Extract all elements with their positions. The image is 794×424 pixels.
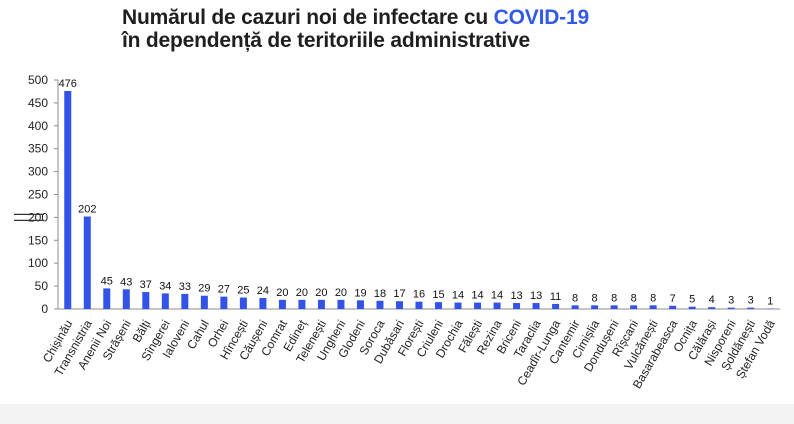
title-line-2: în dependență de teritoriile administrat…: [122, 29, 530, 52]
y-tick-label: 200: [28, 210, 48, 224]
bar: [161, 293, 169, 309]
bar-value-label: 20: [315, 287, 327, 299]
bar: [532, 303, 540, 309]
bar-value-label: 17: [393, 288, 405, 300]
y-tick-label: 100: [28, 256, 48, 270]
bar: [220, 296, 228, 309]
bar-value-label: 18: [374, 288, 386, 300]
bar-value-label: 11: [550, 291, 561, 303]
title-line-1: Numărul de cazuri noi de infectare cu CO…: [122, 6, 782, 29]
bar-value-label: 20: [335, 287, 347, 299]
bar: [688, 306, 696, 309]
bar-value-label: 13: [530, 290, 542, 302]
bar-value-label: 34: [159, 280, 171, 292]
bar: [278, 299, 286, 309]
y-tick-label: 300: [28, 165, 48, 179]
bar: [454, 302, 462, 309]
bar-value-label: 13: [510, 290, 522, 302]
bar-value-label: 20: [276, 287, 288, 299]
title-highlight: COVID-19: [493, 6, 589, 29]
y-tick-label: 450: [28, 96, 48, 110]
bar: [83, 216, 91, 309]
y-tick-label: 50: [35, 279, 49, 293]
bottom-strip: [0, 404, 794, 424]
bar: [610, 305, 618, 309]
bar-value-label: 14: [452, 290, 464, 302]
bar-value-label: 19: [354, 287, 366, 299]
bar-value-label: 8: [592, 292, 598, 304]
bar-value-label: 15: [432, 289, 444, 301]
bar-value-label: 29: [198, 283, 210, 295]
bar: [181, 293, 189, 309]
bar: [103, 288, 111, 309]
bar: [669, 305, 677, 309]
bar-value-label: 14: [471, 290, 483, 302]
bar-value-label: 1: [767, 296, 773, 308]
bar-value-label: 37: [140, 279, 152, 291]
bar: [298, 299, 306, 309]
bar: [649, 305, 657, 309]
bar: [317, 299, 325, 309]
y-tick-label: 0: [41, 302, 48, 316]
chart-title: Numărul de cazuri noi de infectare cu CO…: [122, 6, 782, 52]
bar: [64, 90, 72, 309]
y-tick-label: 500: [28, 73, 48, 87]
bar-value-label: 476: [59, 78, 77, 90]
bar: [259, 298, 267, 309]
bar-value-label: 24: [257, 285, 269, 297]
bar: [122, 289, 130, 309]
bar: [708, 307, 716, 309]
title-line-1-text: Numărul de cazuri noi de infectare cu: [122, 6, 494, 29]
bar-value-label: 7: [670, 293, 676, 305]
bar: [552, 303, 560, 309]
bar-value-label: 3: [728, 295, 734, 307]
y-tick-label: 400: [28, 119, 48, 133]
bar-value-label: 8: [572, 292, 578, 304]
bar-value-label: 202: [78, 203, 96, 215]
bar: [435, 302, 443, 309]
bar-value-label: 25: [237, 285, 249, 297]
y-tick-label: 150: [28, 233, 48, 247]
y-tick-label: 350: [28, 142, 48, 156]
bar-value-label: 45: [101, 275, 113, 287]
bar-value-label: 5: [689, 294, 695, 306]
bar-value-label: 8: [631, 292, 637, 304]
bar: [395, 301, 403, 309]
bar: [630, 305, 638, 309]
bar: [747, 307, 755, 309]
bar-value-label: 20: [296, 287, 308, 299]
bar: [591, 305, 599, 309]
bar: [571, 305, 579, 309]
bar: [727, 307, 735, 309]
bar-value-label: 3: [748, 295, 754, 307]
bar: [493, 302, 501, 309]
bar-value-label: 14: [491, 290, 503, 302]
bar: [337, 299, 345, 309]
bar-value-label: 4: [709, 294, 715, 306]
bar-value-label: 27: [218, 284, 230, 296]
bar-value-label: 16: [413, 289, 425, 301]
bar: [200, 295, 208, 309]
bar-value-label: 8: [611, 292, 617, 304]
bar-value-label: 8: [650, 292, 656, 304]
bar-value-label: 33: [179, 281, 191, 293]
bar-value-label: 43: [120, 276, 132, 288]
bar: [239, 297, 247, 309]
bar: [474, 302, 482, 309]
y-tick-label: 250: [28, 188, 48, 202]
bar: [142, 292, 150, 309]
bar: [376, 300, 384, 309]
bar: [415, 301, 423, 309]
bar: [513, 303, 521, 309]
bar: [356, 300, 364, 309]
